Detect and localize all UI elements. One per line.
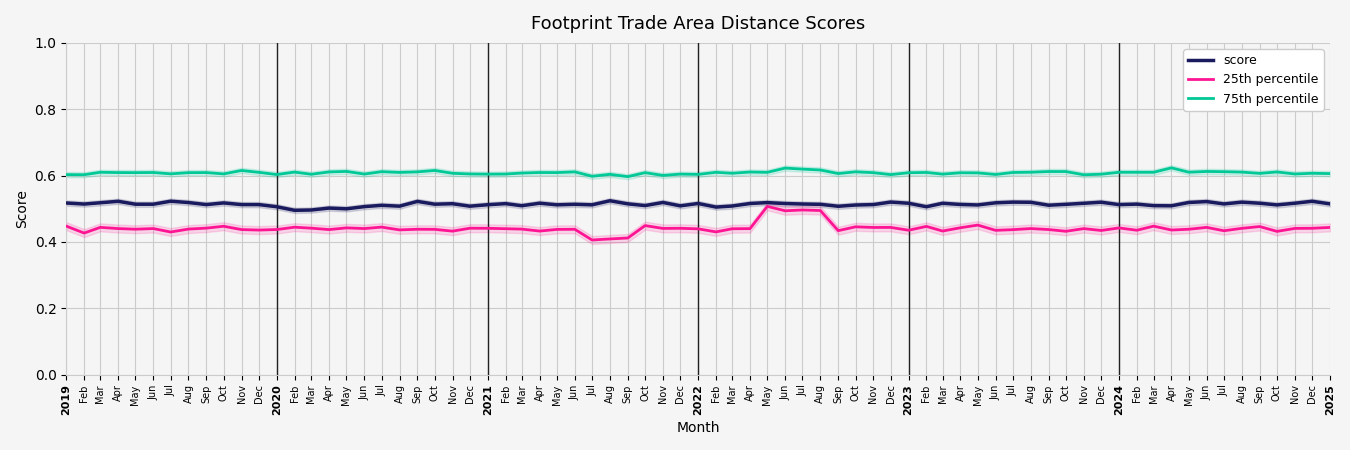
- Line: 25th percentile: 25th percentile: [66, 207, 1330, 240]
- X-axis label: Month: Month: [676, 421, 720, 435]
- Legend: score, 25th percentile, 75th percentile: score, 25th percentile, 75th percentile: [1183, 49, 1324, 111]
- Line: score: score: [66, 201, 1330, 210]
- Line: 75th percentile: 75th percentile: [66, 168, 1330, 177]
- Title: Footprint Trade Area Distance Scores: Footprint Trade Area Distance Scores: [531, 15, 865, 33]
- Y-axis label: Score: Score: [15, 189, 28, 228]
